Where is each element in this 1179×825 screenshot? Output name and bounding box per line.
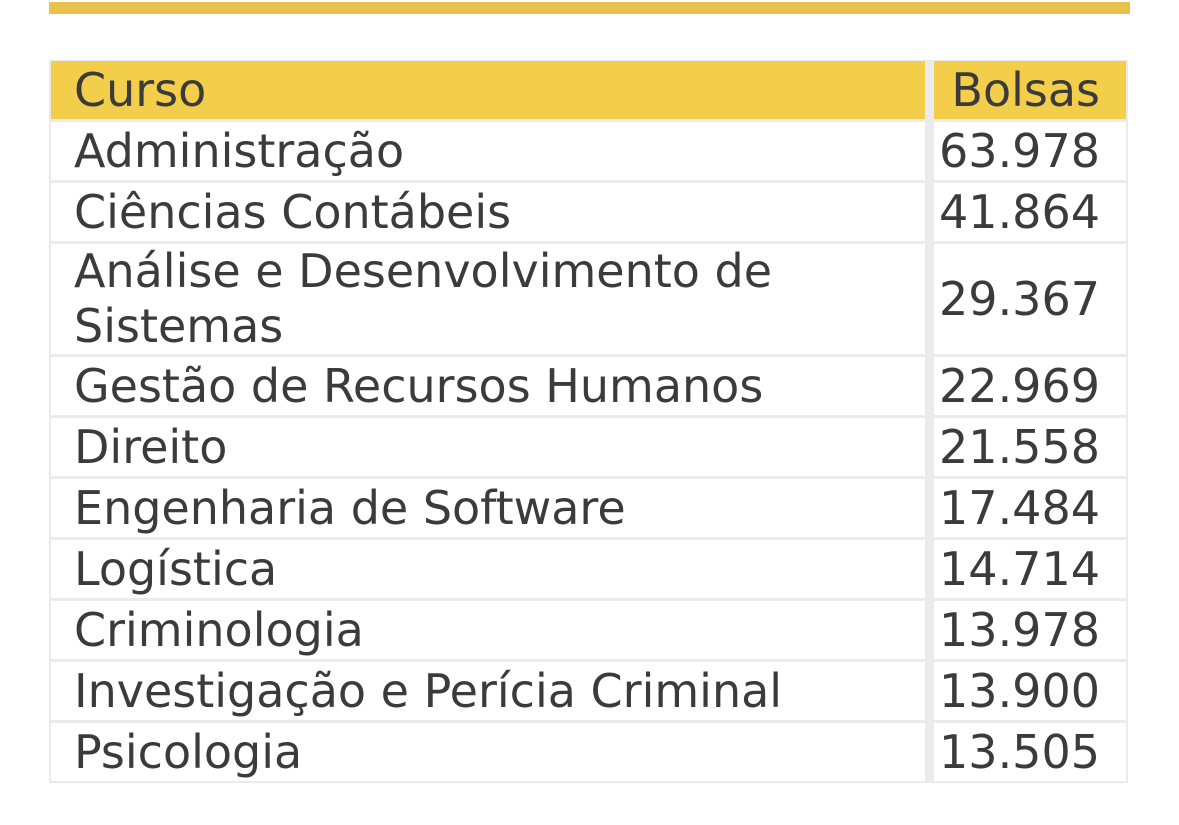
course-name: Análise e Desenvolvimento de Sistemas (51, 244, 925, 354)
course-name: Psicologia (51, 723, 925, 781)
course-name: Engenharia de Software (51, 479, 925, 537)
scholarship-count: 22.969 (934, 357, 1126, 415)
table-row: Psicologia 13.505 (51, 723, 1126, 781)
table-row: Direito 21.558 (51, 418, 1126, 476)
course-name: Administração (51, 122, 925, 180)
scholarship-count: 17.484 (934, 479, 1126, 537)
table-row: Engenharia de Software 17.484 (51, 479, 1126, 537)
scholarship-count: 21.558 (934, 418, 1126, 476)
table-row: Investigação e Perícia Criminal 13.900 (51, 662, 1126, 720)
column-header-curso: Curso (51, 61, 925, 119)
scholarship-count: 29.367 (934, 244, 1126, 354)
course-name: Investigação e Perícia Criminal (51, 662, 925, 720)
scholarship-count: 13.505 (934, 723, 1126, 781)
scholarship-count: 13.900 (934, 662, 1126, 720)
course-name: Gestão de Recursos Humanos (51, 357, 925, 415)
table-row: Gestão de Recursos Humanos 22.969 (51, 357, 1126, 415)
course-name: Ciências Contábeis (51, 183, 925, 241)
course-name: Logística (51, 540, 925, 598)
course-name: Direito (51, 418, 925, 476)
scholarship-count: 13.978 (934, 601, 1126, 659)
scholarships-by-course-table: Curso Bolsas Administração 63.978 Ciênci… (49, 60, 1128, 783)
course-name: Criminologia (51, 601, 925, 659)
column-header-bolsas: Bolsas (934, 61, 1126, 119)
table-row: Criminologia 13.978 (51, 601, 1126, 659)
table-header-row: Curso Bolsas (51, 61, 1126, 119)
table-row: Administração 63.978 (51, 122, 1126, 180)
table-row: Análise e Desenvolvimento de Sistemas 29… (51, 244, 1126, 354)
scholarship-count: 14.714 (934, 540, 1126, 598)
table-row: Logística 14.714 (51, 540, 1126, 598)
scholarship-count: 63.978 (934, 122, 1126, 180)
table-row: Ciências Contábeis 41.864 (51, 183, 1126, 241)
scholarship-count: 41.864 (934, 183, 1126, 241)
top-accent-bar (49, 2, 1130, 14)
